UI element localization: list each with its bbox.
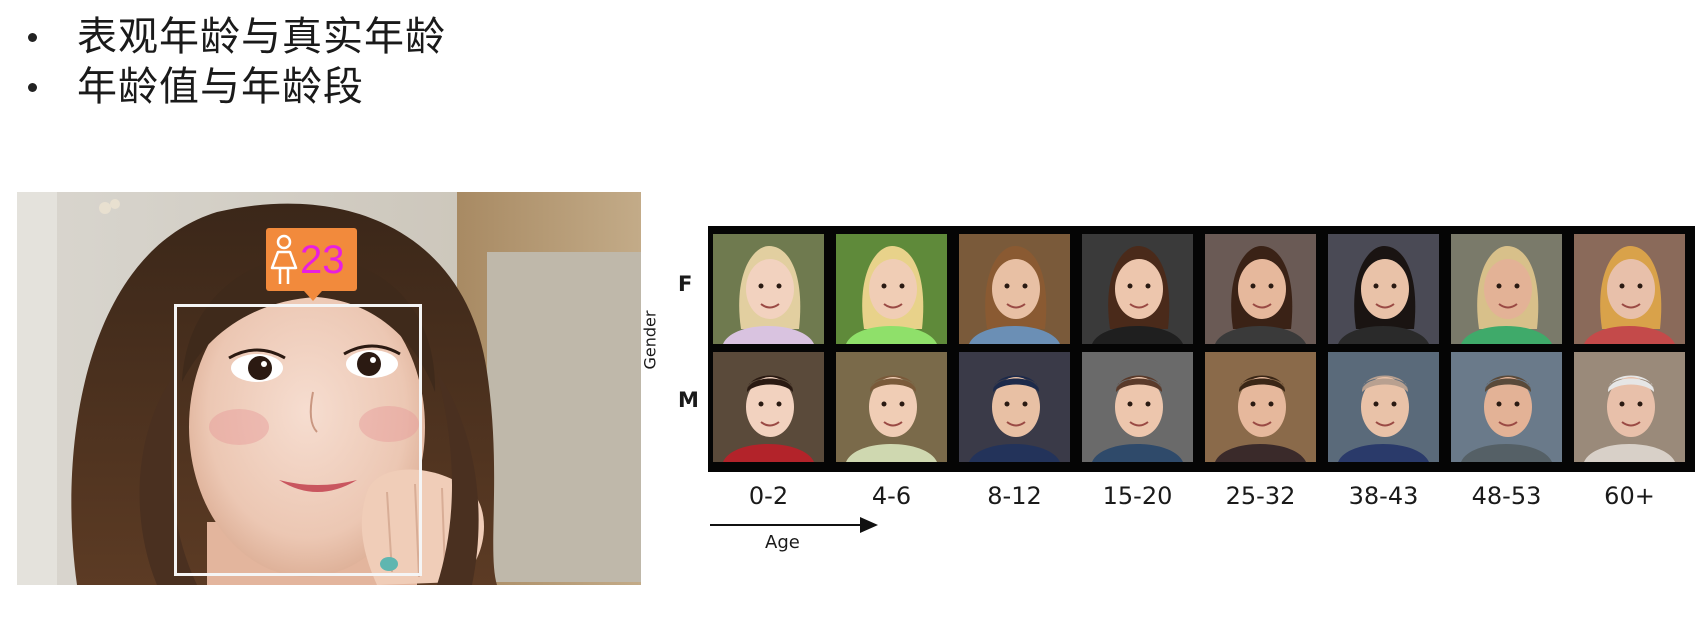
face-sample-female-4-6 <box>836 234 947 344</box>
gender-axis-label: Gender <box>640 310 660 370</box>
face-sample-male-60+ <box>1574 352 1685 462</box>
age-axis-arrow-icon <box>710 517 878 533</box>
face-sample-female-15-20 <box>1082 234 1193 344</box>
age-group-label: 25-32 <box>1225 482 1296 510</box>
age-group-label: 0-2 <box>748 482 789 510</box>
face-sample-male-25-32 <box>1205 352 1316 462</box>
age-group-label: 15-20 <box>1102 482 1173 510</box>
bullet-item: 表观年龄与真实年龄 <box>28 12 446 62</box>
estimated-age-value: 23 <box>300 237 345 282</box>
age-axis-label: Age <box>765 532 800 553</box>
face-sample-male-48-53 <box>1451 352 1562 462</box>
age-gender-grid: Gender F M 0-2 4-6 8-12 15-20 25-32 38-43 48-5… <box>640 220 1699 560</box>
face-sample-male-4-6 <box>836 352 947 462</box>
bullet-text: 年龄值与年龄段 <box>77 64 364 110</box>
age-estimate-tag: 23 <box>266 228 357 301</box>
face-sample-strip <box>708 226 1695 472</box>
face-sample-female-0-2 <box>713 234 824 344</box>
face-sample-female-60+ <box>1574 234 1685 344</box>
face-sample-male-38-43 <box>1328 352 1439 462</box>
row-label-female: F <box>678 272 693 296</box>
bullet-item: 年龄值与年龄段 <box>28 62 446 112</box>
bullet-text: 表观年龄与真实年龄 <box>77 14 446 60</box>
age-group-label: 48-53 <box>1471 482 1542 510</box>
selfie-illustration <box>17 192 641 585</box>
bullet-dot-icon <box>28 82 37 92</box>
row-label-male: M <box>678 388 699 412</box>
age-group-label: 60+ <box>1604 482 1655 510</box>
face-sample-female-8-12 <box>959 234 1070 344</box>
age-group-label: 38-43 <box>1348 482 1419 510</box>
face-sample-female-38-43 <box>1328 234 1439 344</box>
gender-axis: Gender <box>640 300 660 380</box>
age-group-label: 8-12 <box>987 482 1042 510</box>
face-detection-box <box>174 304 422 576</box>
face-sample-female-25-32 <box>1205 234 1316 344</box>
selfie-photo: 23 <box>17 192 641 585</box>
face-sample-male-8-12 <box>959 352 1070 462</box>
bullet-dot-icon <box>28 32 37 42</box>
bullet-list: 表观年龄与真实年龄 年龄值与年龄段 <box>28 12 446 112</box>
female-person-icon <box>270 234 298 284</box>
face-sample-male-0-2 <box>713 352 824 462</box>
face-sample-male-15-20 <box>1082 352 1193 462</box>
age-group-label: 4-6 <box>871 482 912 510</box>
face-sample-female-48-53 <box>1451 234 1562 344</box>
